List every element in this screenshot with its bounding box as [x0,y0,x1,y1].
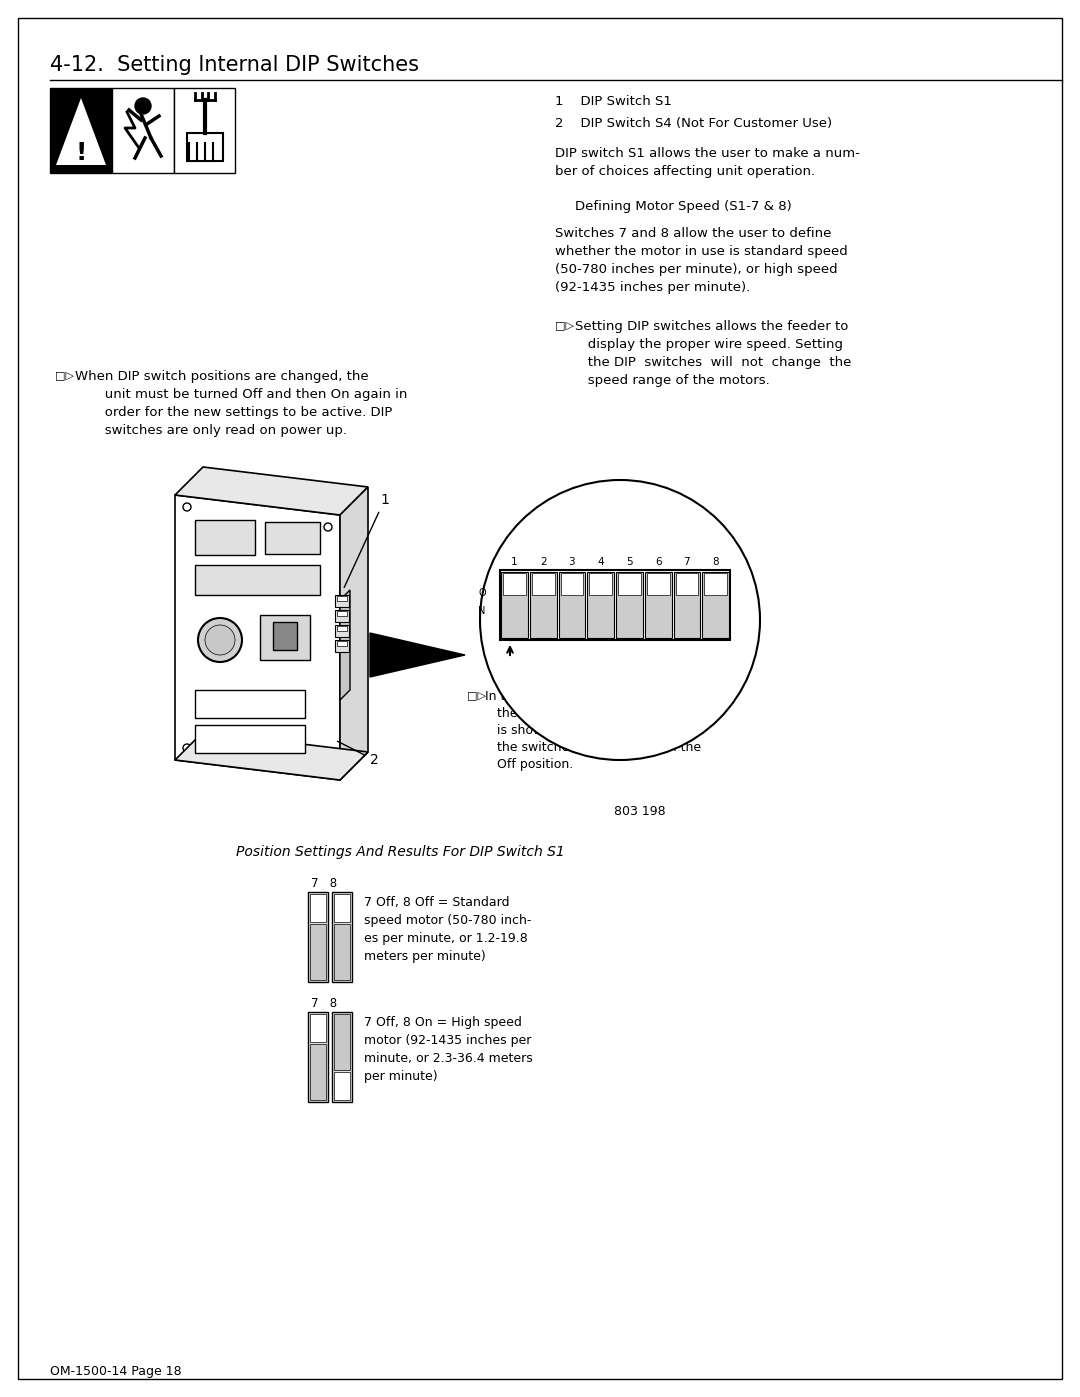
Bar [310,923,326,981]
Text: □▷: □▷ [467,690,486,700]
Bar [112,88,174,173]
Text: 1: 1 [511,557,517,567]
Text: Switches 7 and 8 allow the user to define
whether the motor in use is standard s: Switches 7 and 8 allow the user to defin… [555,226,848,293]
Bar [500,570,730,640]
Bar [332,1011,352,1102]
Text: 7   8: 7 8 [311,997,337,1010]
Bar [195,690,305,718]
Bar [334,894,350,922]
Bar [647,573,670,595]
Circle shape [480,481,760,760]
Bar [308,1011,328,1102]
Bar [618,573,640,595]
Text: 7   8: 7 8 [311,877,337,890]
Text: 7 Off, 8 Off = Standard
speed motor (50-780 inch-
es per minute, or 1.2-19.8
met: 7 Off, 8 Off = Standard speed motor (50-… [364,895,531,963]
Bar [675,573,699,595]
Bar [308,893,328,982]
Text: 803 198: 803 198 [615,805,665,819]
Bar [702,571,729,638]
Bar [337,626,347,631]
Bar [335,640,349,652]
Bar [273,622,297,650]
Text: 8: 8 [713,557,719,567]
Bar [265,522,320,555]
Bar [335,595,349,608]
Bar [590,573,612,595]
Text: 6: 6 [654,557,661,567]
Text: 1    DIP Switch S1: 1 DIP Switch S1 [555,95,672,108]
Bar [260,615,310,659]
Bar [334,1014,350,1070]
Bar [50,88,112,173]
Text: Position Settings And Results For DIP Switch S1: Position Settings And Results For DIP Sw… [235,845,565,859]
Bar [335,610,349,622]
Text: □▷: □▷ [555,320,573,330]
Polygon shape [340,488,368,780]
Text: 2    DIP Switch S4 (Not For Customer Use): 2 DIP Switch S4 (Not For Customer Use) [555,117,832,130]
Polygon shape [175,495,340,780]
Text: □▷: □▷ [55,370,75,380]
Polygon shape [56,98,106,165]
Bar [332,893,352,982]
Circle shape [205,624,235,655]
Text: 3: 3 [568,557,576,567]
Polygon shape [340,590,350,700]
Bar [531,573,554,595]
Text: Setting DIP switches allows the feeder to
   display the proper wire speed. Sett: Setting DIP switches allows the feeder t… [575,320,851,387]
Text: DIP switch S1 allows the user to make a num-
ber of choices affecting unit opera: DIP switch S1 allows the user to make a … [555,147,860,177]
Bar [195,520,255,555]
Polygon shape [370,633,465,678]
Text: 4-12.  Setting Internal DIP Switches: 4-12. Setting Internal DIP Switches [50,54,419,75]
Bar [337,641,347,645]
Circle shape [198,617,242,662]
Bar [501,571,528,638]
Bar [334,1071,350,1099]
Bar [337,597,347,601]
Text: 2: 2 [540,557,546,567]
Polygon shape [175,732,368,780]
Text: !: ! [76,141,86,165]
Bar [704,573,727,595]
Bar [310,1044,326,1099]
Text: 1: 1 [345,493,389,588]
Text: 2: 2 [337,742,379,767]
Bar [195,564,320,595]
Bar [310,1014,326,1042]
Bar [645,571,672,638]
Text: 7 Off, 8 On = High speed
motor (92-1435 inches per
minute, or 2.3-36.4 meters
pe: 7 Off, 8 On = High speed motor (92-1435 … [364,1016,532,1083]
Bar [335,624,349,637]
Bar [187,133,222,161]
Bar [310,894,326,922]
Text: In the DIP switch S1 illustrations,
   the elevated slider on each switch
   is : In the DIP switch S1 illustrations, the … [485,690,713,771]
Bar [674,571,700,638]
Bar [174,88,235,173]
Bar [561,573,583,595]
Circle shape [135,98,151,115]
Bar [337,610,347,616]
Text: Defining Motor Speed (S1-7 & 8): Defining Motor Speed (S1-7 & 8) [575,200,792,212]
Text: O: O [478,588,486,598]
Bar [195,725,305,753]
Text: 7: 7 [684,557,690,567]
Bar [588,571,615,638]
Text: 4: 4 [597,557,604,567]
Text: 5: 5 [626,557,633,567]
Bar [558,571,585,638]
Bar [616,571,643,638]
Text: N: N [478,606,486,616]
Bar [503,573,526,595]
Polygon shape [175,467,368,515]
Text: OM-1500-14 Page 18: OM-1500-14 Page 18 [50,1365,181,1377]
Bar [530,571,556,638]
Bar [334,923,350,981]
Text: When DIP switch positions are changed, the
       unit must be turned Off and th: When DIP switch positions are changed, t… [75,370,407,437]
